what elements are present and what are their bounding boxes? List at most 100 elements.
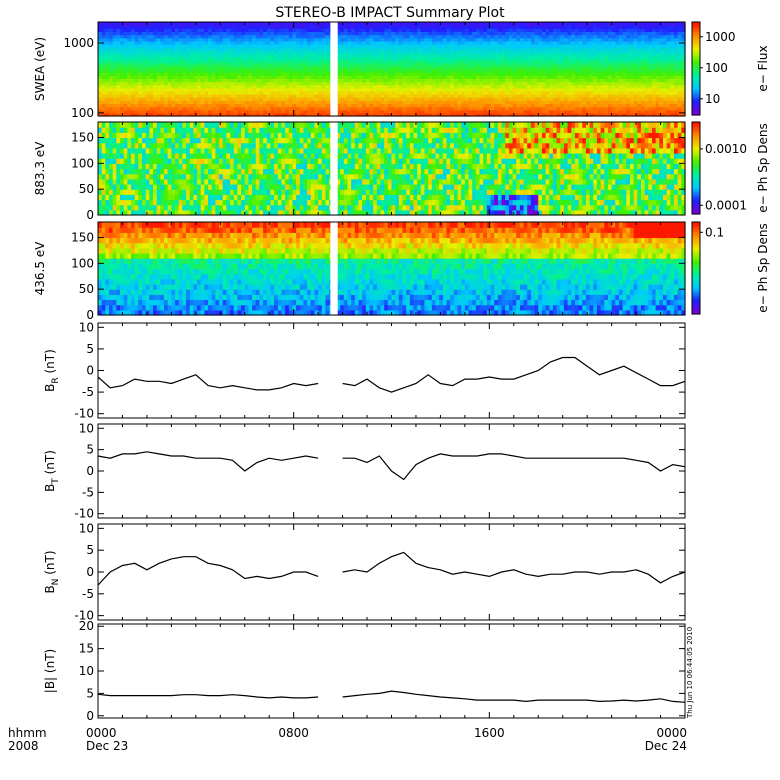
heatmap-cell-0-72-15 xyxy=(362,65,367,70)
heatmap-cell-0-72-20 xyxy=(362,50,367,54)
heatmap-cells-1 xyxy=(98,122,686,216)
heatmap-cell-0-89-15 xyxy=(424,65,429,70)
heatmap-cell-0-15-22 xyxy=(153,43,158,48)
heatmap-cell-0-93-12 xyxy=(439,75,444,79)
heatmap-cell-0-139-8 xyxy=(607,87,613,92)
heatmap-cell-0-113-9 xyxy=(512,84,517,89)
heatmap-cell-0-131-24 xyxy=(578,37,583,42)
heatmap-cell-0-133-24 xyxy=(585,37,591,42)
heatmap-cell-0-73-0 xyxy=(365,112,371,117)
heatmap-cell-0-129-17 xyxy=(571,59,576,64)
heatmap-cell-0-112-1 xyxy=(508,109,514,114)
heatmap-cell-0-16-11 xyxy=(156,78,161,83)
heatmap-cell-0-103-10 xyxy=(475,81,481,86)
heatmap-cell-0-120-6 xyxy=(538,94,543,98)
heatmap-cell-0-77-20 xyxy=(380,50,385,54)
heatmap-cell-0-26-27 xyxy=(193,28,198,32)
heatmap-cell-0-89-26 xyxy=(424,31,429,36)
heatmap-cell-0-148-28 xyxy=(640,25,646,29)
heatmap-cell-0-48-28 xyxy=(274,25,279,29)
heatmap-cell-0-159-13 xyxy=(681,72,686,76)
heatmap-cell-0-37-20 xyxy=(233,50,239,54)
heatmap-cell-0-122-6 xyxy=(545,94,550,98)
heatmap-cell-0-104-16 xyxy=(479,62,484,67)
heatmap-cell-0-100-17 xyxy=(464,59,470,64)
heatmap-cell-0-130-29 xyxy=(574,22,580,26)
heatmap-cell-0-96-29 xyxy=(450,22,455,26)
heatmap-cell-0-14-6 xyxy=(149,94,154,98)
heatmap-cell-0-32-8 xyxy=(215,87,220,92)
heatmap-cell-0-117-5 xyxy=(527,97,532,101)
heatmap-cell-0-67-6 xyxy=(343,94,349,98)
heatmap-cell-0-3-9 xyxy=(109,84,114,89)
heatmap-cell-0-37-25 xyxy=(233,34,239,39)
heatmap-cell-0-0-13 xyxy=(98,72,103,76)
heatmap-cell-0-140-27 xyxy=(611,28,616,32)
heatmap-cell-0-94-18 xyxy=(442,56,448,61)
heatmap-cell-0-101-26 xyxy=(468,31,473,36)
heatmap-cell-0-10-9 xyxy=(134,84,139,89)
heatmap-cell-0-67-10 xyxy=(343,81,349,86)
heatmap-cell-0-146-16 xyxy=(633,62,638,67)
heatmap-cell-0-54-4 xyxy=(296,100,301,105)
heatmap-cell-0-93-22 xyxy=(439,43,444,48)
heatmap-cell-0-24-29 xyxy=(186,22,191,26)
heatmap-cell-0-49-5 xyxy=(277,97,283,101)
heatmap-cell-0-44-28 xyxy=(259,25,264,29)
heatmap-cell-0-83-23 xyxy=(402,40,407,45)
heatmap-cell-0-112-18 xyxy=(508,56,514,61)
heatmap-cell-0-18-5 xyxy=(164,97,169,101)
heatmap-cell-0-79-3 xyxy=(387,103,393,108)
heatmap-cell-0-156-12 xyxy=(670,75,675,79)
heatmap-cell-0-40-4 xyxy=(244,100,250,105)
heatmap-cell-0-55-9 xyxy=(299,84,305,89)
heatmap-cell-0-33-4 xyxy=(219,100,224,105)
heatmap-cell-1-0-3 xyxy=(98,194,103,201)
heatmap-cell-0-95-11 xyxy=(446,78,451,83)
heatmap-cell-0-28-24 xyxy=(200,37,205,42)
heatmap-cell-0-8-22 xyxy=(127,43,132,48)
heatmap-cell-0-10-26 xyxy=(134,31,139,36)
heatmap-cell-0-41-25 xyxy=(248,34,253,39)
heatmap-cell-0-150-29 xyxy=(648,22,653,26)
heatmap-cell-0-55-0 xyxy=(299,112,305,117)
heatmap-cell-0-124-18 xyxy=(552,56,558,61)
heatmap-cell-0-93-0 xyxy=(439,112,444,117)
heatmap-cell-0-94-11 xyxy=(442,78,448,83)
heatmap-cell-0-57-1 xyxy=(307,109,312,114)
heatmap-cell-0-155-16 xyxy=(666,62,671,67)
heatmap-cell-0-51-8 xyxy=(285,87,290,92)
heatmap-cell-0-157-2 xyxy=(673,106,679,111)
heatmap-cell-0-52-12 xyxy=(288,75,294,79)
heatmap-cell-0-81-6 xyxy=(395,94,400,98)
heatmap-cell-0-96-15 xyxy=(450,65,455,70)
heatmap-cell-0-110-2 xyxy=(501,106,506,111)
heatmap-cell-0-74-26 xyxy=(369,31,374,36)
heatmap-cell-0-10-7 xyxy=(134,90,139,95)
heatmap-cell-0-76-22 xyxy=(376,43,382,48)
heatmap-cell-0-37-10 xyxy=(233,81,239,86)
heatmap-cell-0-135-18 xyxy=(593,56,598,61)
heatmap-cell-0-85-4 xyxy=(409,100,415,105)
colorbar-cell-0-35 xyxy=(692,31,700,35)
heatmap-cell-0-2-5 xyxy=(105,97,110,101)
heatmap-cell-0-135-16 xyxy=(593,62,598,67)
heatmap-cell-0-147-15 xyxy=(637,65,642,70)
heatmap-cell-0-39-20 xyxy=(241,50,246,54)
heatmap-cell-0-120-1 xyxy=(538,109,543,114)
heatmap-cell-0-35-22 xyxy=(226,43,231,48)
heatmap-cell-0-53-26 xyxy=(292,31,297,36)
heatmap-cell-0-53-27 xyxy=(292,28,297,32)
heatmap-cell-0-126-6 xyxy=(560,94,565,98)
heatmap-cell-0-91-10 xyxy=(431,81,437,86)
heatmap-cell-0-131-9 xyxy=(578,84,583,89)
heatmap-cell-0-21-16 xyxy=(175,62,180,67)
heatmap-cell-0-42-21 xyxy=(252,47,257,51)
heatmap-cell-0-33-16 xyxy=(219,62,224,67)
heatmap-cell-0-78-29 xyxy=(384,22,389,26)
heatmap-cell-0-88-5 xyxy=(420,97,426,101)
heatmap-cell-0-90-27 xyxy=(428,28,433,32)
heatmap-cell-0-86-15 xyxy=(413,65,418,70)
heatmap-cell-0-85-14 xyxy=(409,69,415,73)
heatmap-cell-0-81-5 xyxy=(395,97,400,101)
